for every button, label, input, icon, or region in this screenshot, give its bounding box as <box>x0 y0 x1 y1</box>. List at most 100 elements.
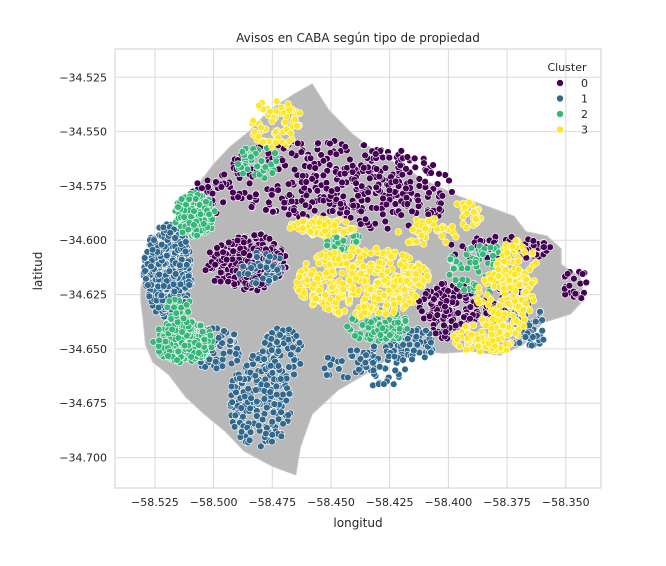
point-cluster-0 <box>385 186 394 195</box>
point-cluster-3 <box>293 122 301 130</box>
point-cluster-1 <box>273 390 281 399</box>
point-cluster-2 <box>207 343 216 352</box>
point-cluster-3 <box>455 342 464 350</box>
point-cluster-2 <box>339 237 348 245</box>
y-axis-label: latitud <box>31 252 45 291</box>
chart-title: Avisos en CABA según tipo de propiedad <box>236 31 480 45</box>
point-cluster-0 <box>441 328 450 336</box>
point-cluster-3 <box>284 100 292 108</box>
point-cluster-3 <box>522 275 530 284</box>
point-cluster-0 <box>415 182 423 190</box>
point-cluster-0 <box>414 196 422 205</box>
point-cluster-3 <box>287 129 295 138</box>
point-cluster-2 <box>386 331 394 339</box>
point-cluster-1 <box>257 442 265 451</box>
point-cluster-2 <box>200 335 209 344</box>
point-cluster-2 <box>261 163 269 171</box>
point-cluster-0 <box>385 154 393 162</box>
point-cluster-1 <box>249 352 257 360</box>
point-cluster-0 <box>403 153 412 161</box>
y-tick-label-1: −34.550 <box>59 126 107 139</box>
point-cluster-1 <box>268 369 277 377</box>
point-cluster-0 <box>219 248 227 256</box>
point-cluster-1 <box>141 267 149 275</box>
point-cluster-3 <box>415 281 423 289</box>
point-cluster-0 <box>326 139 334 148</box>
point-cluster-2 <box>185 195 193 203</box>
point-cluster-3 <box>475 283 483 292</box>
point-cluster-3 <box>482 321 490 329</box>
point-cluster-3 <box>400 285 409 294</box>
point-cluster-1 <box>160 282 168 290</box>
point-cluster-3 <box>403 277 411 285</box>
point-cluster-3 <box>462 223 471 232</box>
point-cluster-1 <box>141 254 149 262</box>
point-cluster-3 <box>328 283 336 292</box>
point-cluster-3 <box>502 266 510 274</box>
point-cluster-3 <box>409 225 417 234</box>
point-cluster-1 <box>230 330 238 339</box>
point-cluster-2 <box>243 165 252 174</box>
point-cluster-3 <box>475 299 483 307</box>
point-cluster-3 <box>511 329 520 337</box>
point-cluster-1 <box>232 388 240 396</box>
point-cluster-1 <box>268 431 276 439</box>
point-cluster-3 <box>474 342 482 350</box>
point-cluster-2 <box>178 228 187 237</box>
point-cluster-1 <box>289 343 297 352</box>
point-cluster-3 <box>506 284 514 292</box>
point-cluster-1 <box>536 308 544 316</box>
point-cluster-1 <box>247 264 255 272</box>
point-cluster-3 <box>438 232 446 240</box>
point-cluster-0 <box>397 211 405 219</box>
point-cluster-1 <box>269 408 278 417</box>
point-cluster-1 <box>150 236 158 244</box>
point-cluster-1 <box>404 335 412 343</box>
point-cluster-1 <box>183 261 191 269</box>
point-cluster-1 <box>380 380 388 388</box>
point-cluster-2 <box>351 332 359 340</box>
point-cluster-3 <box>390 300 398 308</box>
point-cluster-2 <box>268 169 276 177</box>
point-cluster-3 <box>346 252 354 261</box>
point-cluster-0 <box>297 148 306 156</box>
point-cluster-1 <box>169 280 178 288</box>
point-cluster-3 <box>355 287 363 295</box>
point-cluster-0 <box>448 298 457 306</box>
point-cluster-3 <box>500 284 508 292</box>
point-cluster-1 <box>284 335 293 344</box>
point-cluster-1 <box>145 292 154 300</box>
point-cluster-0 <box>348 168 357 176</box>
point-cluster-3 <box>372 244 380 253</box>
point-cluster-3 <box>480 276 489 284</box>
point-cluster-0 <box>361 151 369 160</box>
point-cluster-1 <box>538 327 546 335</box>
point-cluster-0 <box>452 321 460 330</box>
y-tick-label-4: −34.625 <box>59 289 107 302</box>
point-cluster-1 <box>268 438 276 446</box>
point-cluster-0 <box>338 178 346 187</box>
point-cluster-3 <box>295 273 304 281</box>
point-cluster-0 <box>208 189 217 198</box>
point-cluster-1 <box>182 238 190 246</box>
point-cluster-3 <box>500 257 508 266</box>
point-cluster-2 <box>343 322 351 331</box>
point-cluster-3 <box>394 228 403 236</box>
point-cluster-1 <box>241 392 249 401</box>
point-cluster-0 <box>341 143 350 151</box>
point-cluster-1 <box>251 372 260 380</box>
point-cluster-3 <box>328 267 337 276</box>
x-axis-label: longitud <box>333 516 382 530</box>
point-cluster-0 <box>458 242 467 250</box>
point-cluster-3 <box>442 238 450 246</box>
point-cluster-0 <box>206 248 214 257</box>
point-cluster-0 <box>402 165 410 173</box>
point-cluster-0 <box>265 198 273 207</box>
point-cluster-2 <box>178 328 186 336</box>
point-cluster-3 <box>453 200 461 208</box>
plot-border <box>114 48 602 489</box>
point-cluster-0 <box>403 200 412 208</box>
point-cluster-1 <box>267 362 275 370</box>
point-cluster-3 <box>483 291 491 299</box>
